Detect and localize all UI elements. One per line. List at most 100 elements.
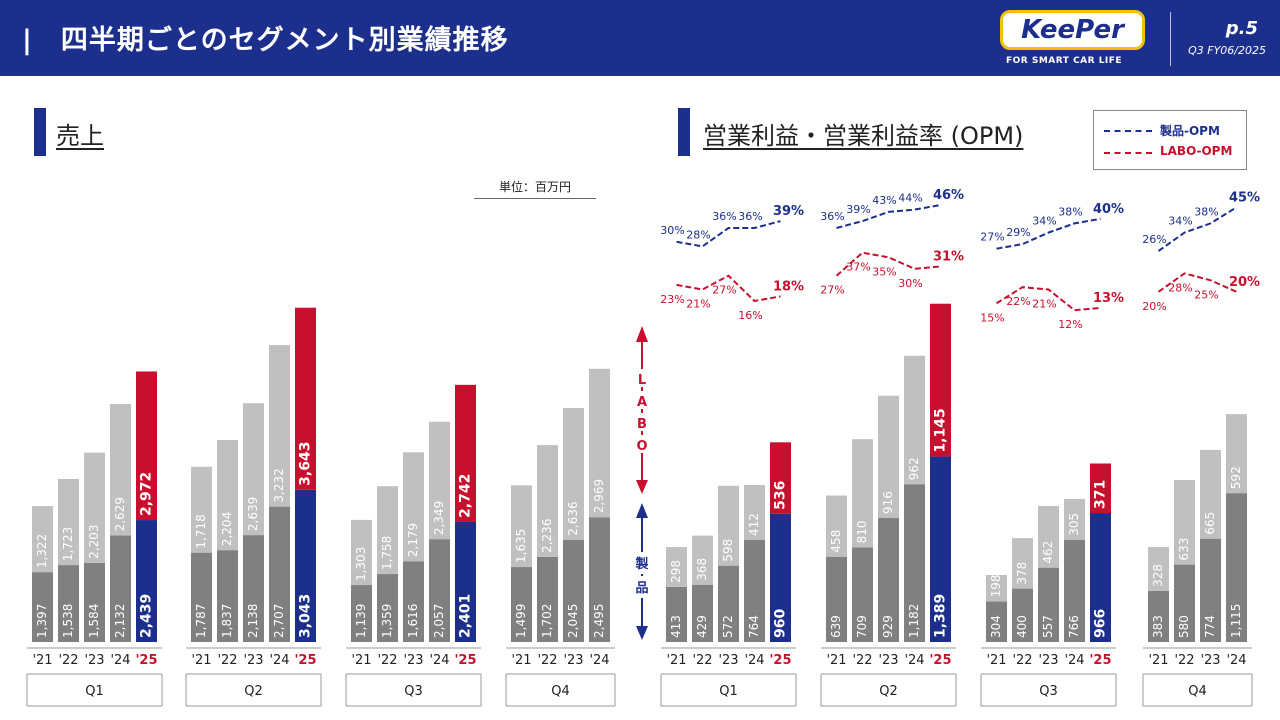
labo-letter: O — [636, 439, 647, 454]
sales-bar-product — [110, 535, 131, 642]
profit-label-labo: 378 — [1015, 562, 1029, 585]
profit-label-labo: 198 — [989, 575, 1003, 598]
profit-bar-labo — [852, 439, 873, 548]
labo-opm-label: 27% — [820, 284, 844, 297]
product-opm-label: 40% — [1093, 202, 1124, 217]
product-opm-label: 44% — [898, 192, 922, 205]
profit-year-label: '21 — [666, 653, 686, 668]
keeper-logo: KeePer FOR SMART CAR LIFE — [1000, 8, 1160, 70]
sales-bar-labo — [403, 452, 424, 562]
sales-bar-labo — [295, 307, 316, 490]
sales-bar-product — [403, 561, 424, 642]
legend-labo-label: LABO-OPM — [1160, 144, 1233, 158]
labo-opm-label: 15% — [980, 311, 1004, 324]
profit-label-product: 580 — [1177, 615, 1191, 638]
profit-year-label: '23 — [718, 653, 738, 668]
labo-letter-bg — [634, 369, 650, 387]
profit-bar-labo — [878, 395, 899, 518]
profit-year-label: '22 — [1174, 653, 1194, 668]
product-opm-label: 34% — [1168, 215, 1192, 228]
profit-label-product: 929 — [881, 615, 895, 638]
profit-bar-labo — [826, 495, 847, 557]
profit-label-product: 413 — [669, 615, 683, 638]
profit-bar-product — [930, 456, 951, 642]
profit-label-product: 639 — [829, 615, 843, 638]
profit-label-product: 1,182 — [907, 604, 921, 638]
profit-label-product: 429 — [695, 615, 709, 638]
sales-label-product: 1,499 — [514, 604, 528, 638]
profit-label-labo: 536 — [773, 481, 789, 510]
unit-label: 単位：百万円 — [474, 178, 596, 199]
product-opm-line-q4 — [1157, 206, 1238, 252]
profit-label-labo: 328 — [1151, 564, 1165, 587]
profit-year-label: '25 — [1089, 653, 1111, 668]
sales-label-product: 3,043 — [298, 594, 314, 638]
sales-bar-labo — [110, 403, 131, 536]
labo-letter-bg — [634, 435, 650, 453]
profit-label-product: 709 — [855, 615, 869, 638]
sales-label-labo: 2,969 — [592, 479, 606, 513]
sales-section-marker — [34, 108, 46, 156]
profit-label-labo: 633 — [1177, 538, 1191, 561]
product-opm-label: 38% — [1194, 205, 1218, 218]
sales-bar-product — [269, 506, 290, 642]
sales-bar-labo — [58, 478, 79, 566]
profit-label-labo: 368 — [695, 558, 709, 581]
profit-bar-product — [1090, 513, 1111, 642]
profit-bar-labo — [666, 547, 687, 587]
sales-year-label: '25 — [294, 653, 316, 668]
labo-opm-line-q4 — [1157, 272, 1237, 293]
sales-bar-product — [136, 520, 157, 642]
sales-year-label: '21 — [511, 653, 531, 668]
profit-label-labo: 1,145 — [933, 408, 949, 452]
sales-bar-labo — [191, 466, 212, 553]
product-opm-label: 39% — [773, 204, 804, 219]
profit-bar-product — [904, 484, 925, 642]
sales-year-label: '24 — [110, 653, 130, 668]
profit-year-label: '21 — [986, 653, 1006, 668]
profit-bar-product — [852, 547, 873, 642]
labo-arrow-up-head — [636, 326, 648, 342]
product-opm-label: 45% — [1229, 190, 1260, 205]
product-opm-label: 36% — [820, 210, 844, 223]
profit-bar-product — [1064, 539, 1085, 642]
sales-bar-labo — [589, 368, 610, 518]
profit-label-product: 572 — [721, 615, 735, 638]
profit-bar-labo — [692, 535, 713, 585]
sales-year-label: '23 — [84, 653, 104, 668]
sales-bar-labo — [84, 452, 105, 563]
opm-legend: 製品-OPM LABO-OPM — [1093, 110, 1247, 170]
sales-quarter-label: Q1 — [85, 684, 104, 699]
sales-bar-product — [84, 562, 105, 642]
profit-year-label: '24 — [1226, 653, 1246, 668]
labo-letter-bg — [634, 413, 650, 431]
profit-bar-labo — [770, 442, 791, 514]
profit-label-product: 960 — [773, 609, 789, 638]
sales-label-labo: 2,636 — [566, 501, 580, 535]
profit-year-label: '25 — [929, 653, 951, 668]
sales-bar-product — [589, 517, 610, 642]
product-opm-line-q3 — [996, 217, 1101, 250]
profit-bar-product — [1012, 588, 1033, 642]
profit-year-label: '24 — [1064, 653, 1084, 668]
labo-opm-label: 37% — [846, 261, 870, 274]
profit-year-label: '22 — [1012, 653, 1032, 668]
sales-bar-product — [377, 574, 398, 642]
profit-quarter-label: Q3 — [1039, 684, 1058, 699]
logo-wordmark: KeePer — [1000, 10, 1145, 50]
legend-labo-line — [1104, 152, 1152, 154]
sales-year-label: '25 — [454, 653, 476, 668]
sales-bar-labo — [136, 371, 157, 521]
sales-label-product: 1,139 — [354, 604, 368, 638]
sales-label-product: 2,045 — [566, 604, 580, 638]
labo-opm-label: 30% — [898, 277, 922, 290]
sales-bar-product — [537, 556, 558, 642]
sales-label-labo: 2,972 — [139, 472, 155, 516]
profit-year-label: '24 — [744, 653, 764, 668]
profit-bar-labo — [1174, 480, 1195, 565]
sales-year-label: '24 — [589, 653, 609, 668]
sales-bar-product — [511, 567, 532, 642]
product-opm-label: 26% — [1142, 233, 1166, 246]
legend-product-label: 製品-OPM — [1160, 124, 1220, 138]
sales-bar-product — [58, 565, 79, 642]
